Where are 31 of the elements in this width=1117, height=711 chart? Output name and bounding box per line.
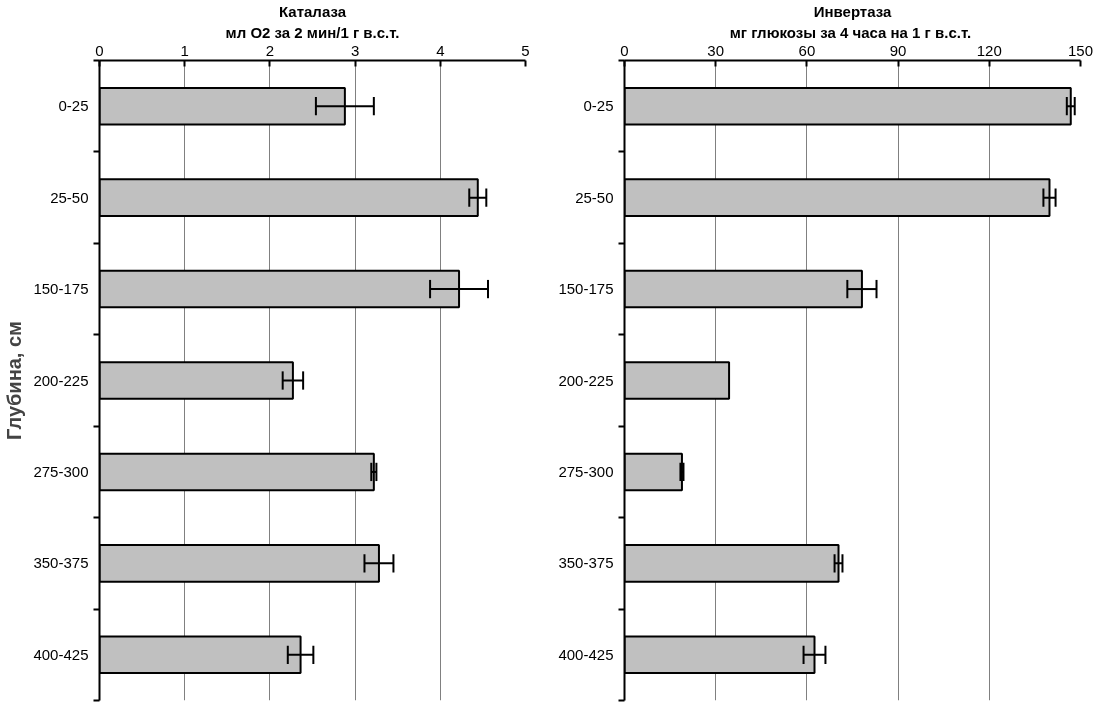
x-tick-label: 1 xyxy=(180,41,189,59)
x-tick-label: 4 xyxy=(436,41,445,59)
y-tick-label: 350-375 xyxy=(33,554,89,572)
y-tick-label: 400-425 xyxy=(558,645,614,663)
y-axis-title: Глубина, см xyxy=(3,321,26,440)
x-tick-label: 120 xyxy=(976,41,1002,59)
x-tick-label: 0 xyxy=(620,41,629,59)
chart-subtitle: мл O2 за 2 мин/1 г в.с.т. xyxy=(225,23,400,41)
y-tick-label: 275-300 xyxy=(558,462,614,480)
x-tick-label: 60 xyxy=(798,41,816,59)
y-tick-label: 150-175 xyxy=(558,280,614,298)
y-tick-label: 350-375 xyxy=(558,554,614,572)
y-tick-label: 25-50 xyxy=(575,188,614,206)
chart-title: Инвертаза xyxy=(813,2,892,20)
x-tick-label: 2 xyxy=(265,41,275,59)
y-tick-label: 275-300 xyxy=(33,462,89,480)
y-tick-label: 150-175 xyxy=(33,280,89,298)
x-tick-label: 150 xyxy=(1067,41,1094,59)
x-tick-label: 5 xyxy=(521,41,530,59)
y-tick-label: 200-225 xyxy=(33,371,89,389)
x-tick-label: 90 xyxy=(889,41,907,59)
y-tick-label: 0-25 xyxy=(583,97,614,115)
y-tick-label: 25-50 xyxy=(50,188,89,206)
y-tick-label: 400-425 xyxy=(33,645,89,663)
x-tick-label: 30 xyxy=(707,41,725,59)
x-tick-label: 0 xyxy=(95,41,104,59)
chart-subtitle: мг глюкозы за 4 часа на 1 г в.с.т. xyxy=(729,23,972,41)
y-tick-label: 0-25 xyxy=(58,97,89,115)
chart-title: Каталаза xyxy=(278,2,347,20)
y-tick-label: 200-225 xyxy=(558,371,614,389)
x-tick-label: 3 xyxy=(350,41,360,59)
